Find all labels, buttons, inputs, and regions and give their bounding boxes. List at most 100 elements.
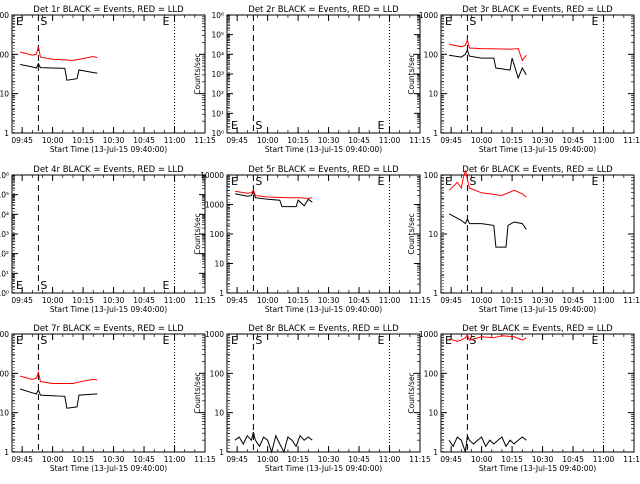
end-marker-label: E [592,15,599,28]
x-tick-label: 10:15 [501,455,523,464]
series-line-events [448,433,527,453]
y-tick-label: 10⁴ [0,210,9,219]
x-tick-label: 10:30 [103,136,125,145]
panel-det-6: Det 6r BLACK = Events, RED = LLD 1 10 100 09… [407,165,640,314]
x-tick-label: 10:30 [318,296,340,305]
x-tick-label: 10:00 [471,455,493,464]
panel-det-7: Det 7r BLACK = Events, RED = LLD 1 10 100 10… [0,324,216,473]
end-marker-label: E [378,175,385,188]
x-tick-label: 10:00 [257,455,279,464]
x-tick-label: 10:30 [532,455,554,464]
x-tick-label: 10:00 [257,136,279,145]
series-line-events [19,388,98,409]
y-tick-label: 100 [0,369,9,378]
y-tick-label: 1 [433,448,438,457]
y-tick-label: 10 [214,409,224,418]
end-marker-label: E [231,334,238,347]
x-tick-label: 10:45 [348,296,370,305]
y-tick-label: 10⁶ [0,171,9,180]
y-tick-label: 10 [428,409,438,418]
y-tick-label: 100 [424,369,439,378]
y-tick-label: 10² [0,250,9,259]
x-tick-label: 10:30 [103,455,125,464]
y-tick-label: 1000 [0,330,9,339]
y-axis-label: Counts/sec [407,53,416,94]
x-tick-label: 11:15 [194,296,216,305]
panel-title: Det 4r BLACK = Events, RED = LLD [33,165,184,175]
start-marker-label: S [469,175,476,188]
x-axis-label: Start Time (13-Jul-15 09:40:00) [479,464,596,473]
x-axis-label: Start Time (13-Jul-15 09:40:00) [265,145,382,154]
plot-frame [226,174,421,294]
x-axis-label: Start Time (13-Jul-15 09:40:00) [479,305,596,314]
x-tick-label: 11:15 [194,455,216,464]
y-tick-label: 10 [428,230,438,239]
x-tick-label: 10:00 [471,296,493,305]
end-marker-label: E [163,15,170,28]
start-marker-label: S [40,15,47,28]
end-marker-label: E [378,334,385,347]
x-tick-label: 10:30 [532,136,554,145]
x-tick-label: 10:30 [103,296,125,305]
y-tick-label: 100 [0,50,9,59]
x-tick-label: 10:45 [348,455,370,464]
x-tick-label: 10:00 [257,296,279,305]
y-tick-label: 10⁰ [0,289,9,298]
end-marker-label: E [592,334,599,347]
y-tick-label: 100 [424,50,439,59]
x-tick-label: 10:00 [42,455,64,464]
series-line-lld [448,38,527,62]
x-tick-label: 11:00 [164,296,186,305]
y-tick-label: 10⁵ [211,31,224,40]
x-tick-label: 11:15 [194,136,216,145]
y-tick-label: 100 [210,369,225,378]
panel-title: Det 1r BLACK = Events, RED = LLD [33,5,184,15]
y-tick-label: 10000 [200,171,224,180]
x-tick-label: 10:00 [471,136,493,145]
panel-det-5: Det 5r BLACK = Events, RED = LLD 1 10 100 10… [193,165,431,314]
end-marker-label: E [163,279,170,292]
plot-frame [11,174,206,294]
panel-title: Det 7r BLACK = Events, RED = LLD [33,324,184,334]
y-tick-label: 10¹ [211,109,224,118]
plot-frame [440,333,635,453]
series-line-lld [448,170,527,198]
end-marker-label: E [16,279,23,292]
x-axis-label: Start Time (13-Jul-15 09:40:00) [50,305,167,314]
end-marker-label: E [592,175,599,188]
end-marker-label: E [16,334,23,347]
x-tick-label: 09:45 [11,296,33,305]
series-line-lld [235,188,313,200]
y-tick-label: 1000 [419,330,438,339]
y-tick-label: 1 [219,448,224,457]
plot-frame [11,14,206,134]
y-tick-label: 10 [214,260,224,269]
start-marker-label: S [40,279,47,292]
panel-det-4: Det 4r BLACK = Events, RED = LLD 10⁰ 10¹ 10… [0,165,216,314]
x-tick-label: 11:00 [164,455,186,464]
x-tick-label: 10:45 [133,296,155,305]
x-tick-label: 11:15 [409,136,431,145]
x-tick-label: 11:15 [623,136,640,145]
end-marker-label: E [445,15,452,28]
x-tick-label: 09:45 [440,455,462,464]
series-line-events [448,213,527,248]
y-axis-label: Counts/sec [193,213,202,254]
start-marker-label: S [469,334,476,347]
series-line-events [234,431,313,454]
end-marker-label: E [231,119,238,132]
x-tick-label: 11:00 [164,136,186,145]
plot-frame [440,14,635,134]
y-tick-label: 10 [0,409,9,418]
x-tick-label: 10:15 [287,136,309,145]
x-tick-label: 10:15 [501,296,523,305]
x-tick-label: 11:00 [593,136,615,145]
end-marker-label: E [445,175,452,188]
x-tick-label: 11:00 [379,455,401,464]
y-tick-label: 1000 [205,201,224,210]
x-tick-label: 11:00 [379,296,401,305]
plot-frame [11,333,206,453]
x-tick-label: 10:15 [501,136,523,145]
x-tick-label: 10:30 [532,296,554,305]
